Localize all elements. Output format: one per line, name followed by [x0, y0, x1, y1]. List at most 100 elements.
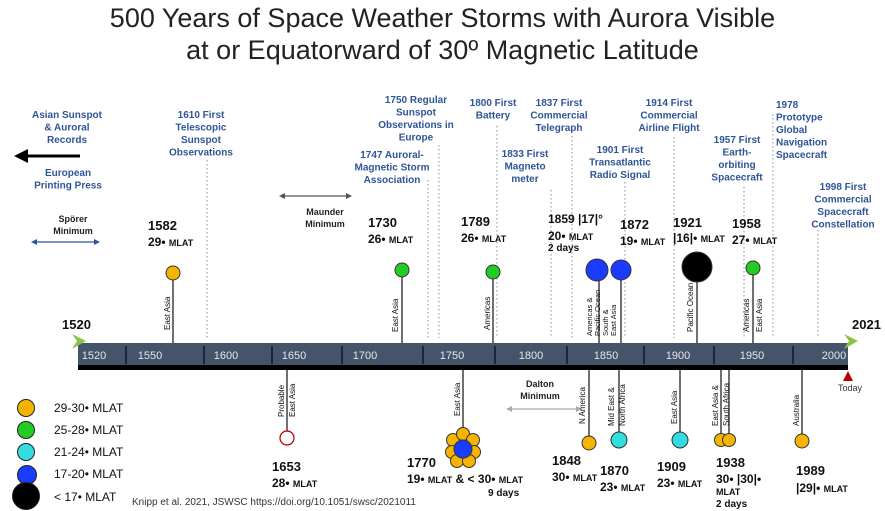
- event-1938-region-2: South Africa: [722, 382, 731, 426]
- sporer-arrow-right-head: [94, 239, 100, 245]
- sporer-arrow-left-head: [31, 239, 37, 245]
- event-1989-region: Australia: [792, 394, 801, 426]
- today-label: Today: [838, 383, 863, 393]
- event-1859-region: Americas &: [585, 298, 594, 336]
- event-1909-mlat: 23• MLAT: [657, 476, 703, 490]
- milestone-text: Prototype: [776, 113, 823, 124]
- milestone-text: Sunspot: [181, 135, 222, 146]
- event-1859-year: 1859 |17|°: [548, 212, 603, 226]
- event-1859-mlat: 20• MLAT: [548, 229, 594, 243]
- milestone-text: Spacecraft: [817, 207, 869, 218]
- minimum-label: Dalton: [526, 379, 554, 389]
- event-1789-region: Americas: [483, 297, 492, 330]
- minimum-label: Spörer: [58, 214, 88, 224]
- event-1958-region-1: Americas: [742, 299, 751, 332]
- event-1938-unit: MLAT: [716, 487, 741, 497]
- event-1848-region: N America: [578, 387, 587, 424]
- event-marker-1653-ring: [279, 430, 295, 446]
- milestone-text: Observations: [169, 148, 233, 159]
- title-line-2: at or Equatorward of 30º Magnetic Latitu…: [186, 35, 699, 65]
- event-1770-duration: 9 days: [488, 488, 520, 499]
- milestone-text: Asian Sunspot: [32, 110, 103, 121]
- milestone-text: Commercial: [814, 195, 871, 206]
- event-marker-1909: [671, 431, 689, 449]
- milestone-text: Transatlantic: [589, 158, 651, 169]
- milestone-text: European: [45, 168, 91, 179]
- dalton-arrow-left-head: [506, 406, 512, 412]
- milestone-text: Spacecraft: [776, 150, 828, 161]
- event-marker-1848: [581, 435, 597, 451]
- event-1770-mlat: 19• MLAT & < 30• MLAT: [407, 472, 524, 486]
- milestone-text: Radio Signal: [590, 170, 651, 181]
- minimum-label: Minimum: [520, 391, 560, 401]
- milestone-text: Commercial: [640, 111, 697, 122]
- timeline-tick-label: 1600: [214, 350, 238, 362]
- milestone-text: & Auroral: [44, 123, 89, 134]
- event-1859-duration: 2 days: [548, 243, 580, 254]
- milestone-text: orbiting: [718, 160, 755, 171]
- maunder-arrow-right-head: [346, 193, 352, 199]
- timeline-start-cap: [72, 334, 86, 349]
- milestone-text: 1747 Auroral-: [360, 150, 424, 161]
- event-1958-region-2: East Asia: [755, 298, 764, 332]
- event-1872-year: 1872: [620, 217, 649, 232]
- milestone-text: 1610 First: [178, 110, 225, 121]
- milestone-text: Battery: [476, 111, 511, 122]
- start-year-label: 1520: [62, 317, 91, 332]
- event-1848-mlat: 30• MLAT: [552, 470, 598, 484]
- milestone-text: Sunspot: [396, 108, 437, 119]
- event-1870-mlat: 23• MLAT: [600, 480, 646, 494]
- event-marker-1582: [165, 265, 181, 281]
- timeline-tick-label: 1800: [519, 350, 543, 362]
- milestone-text: Spacecraft: [711, 173, 763, 184]
- event-marker-1730: [394, 262, 410, 278]
- event-marker-1938-second: [722, 433, 736, 447]
- milestone-text: 1998 First: [820, 182, 867, 193]
- event-1859-region: East Asia: [609, 304, 618, 336]
- milestone-text: Magnetic Storm: [354, 163, 429, 174]
- milestone-text: Telescopic: [176, 123, 227, 134]
- milestone-text: meter: [511, 174, 538, 185]
- event-1938-region-1: East Asia &: [711, 384, 720, 426]
- event-marker-1770: [453, 439, 473, 459]
- event-1848-year: 1848: [552, 453, 581, 468]
- event-1770-year: 1770: [407, 455, 436, 470]
- event-1921-year: 1921: [673, 215, 702, 230]
- milestone-text: Constellation: [811, 220, 874, 231]
- milestone-text: Magneto: [504, 162, 545, 173]
- title-line-1: 500 Years of Space Weather Storms with A…: [109, 3, 776, 33]
- event-1938-duration: 2 days: [716, 499, 748, 510]
- event-1789-year: 1789: [461, 214, 490, 229]
- legend-label: 29-30• MLAT: [54, 401, 124, 415]
- milestone-text: 1978: [776, 100, 799, 111]
- event-1938-year: 1938: [716, 455, 745, 470]
- timeline-tick-label: 1550: [138, 350, 162, 362]
- event-1730-year: 1730: [368, 215, 397, 230]
- dalton-arrow-right-head: [576, 406, 582, 412]
- milestone-text: Earth-: [723, 148, 752, 159]
- milestone-text: Navigation: [776, 138, 827, 149]
- event-1770-region: East Asia: [453, 382, 462, 416]
- event-1921-region: Pacific Ocean: [686, 283, 695, 332]
- timeline-tick-label: 1850: [594, 350, 618, 362]
- event-marker-1870: [610, 431, 628, 449]
- legend-swatch: [17, 399, 35, 417]
- event-marker-1859: [585, 258, 609, 282]
- citation: Knipp et al. 2021, JSWSC https://doi.org…: [132, 497, 416, 508]
- event-marker-1921: [681, 251, 713, 283]
- end-year-label: 2021: [852, 317, 881, 332]
- milestone-text: 1833 First: [502, 149, 549, 160]
- timeline-bar-shadow: [78, 365, 848, 370]
- event-1582-region: East Asia: [163, 296, 172, 330]
- legend-swatch: [17, 421, 35, 439]
- timeline-tick-label: 1700: [353, 350, 377, 362]
- maunder-arrow-left-head: [279, 193, 285, 199]
- timeline-tick-label: 1950: [740, 350, 764, 362]
- event-1653-year: 1653: [272, 459, 301, 474]
- timeline-tick-label: 1650: [282, 350, 306, 362]
- event-1989-mlat: |29|• MLAT: [796, 481, 848, 495]
- event-marker-1989: [794, 433, 810, 449]
- event-1730-mlat: 26• MLAT: [368, 232, 414, 246]
- event-1870-region-1: Mid East &: [607, 387, 616, 426]
